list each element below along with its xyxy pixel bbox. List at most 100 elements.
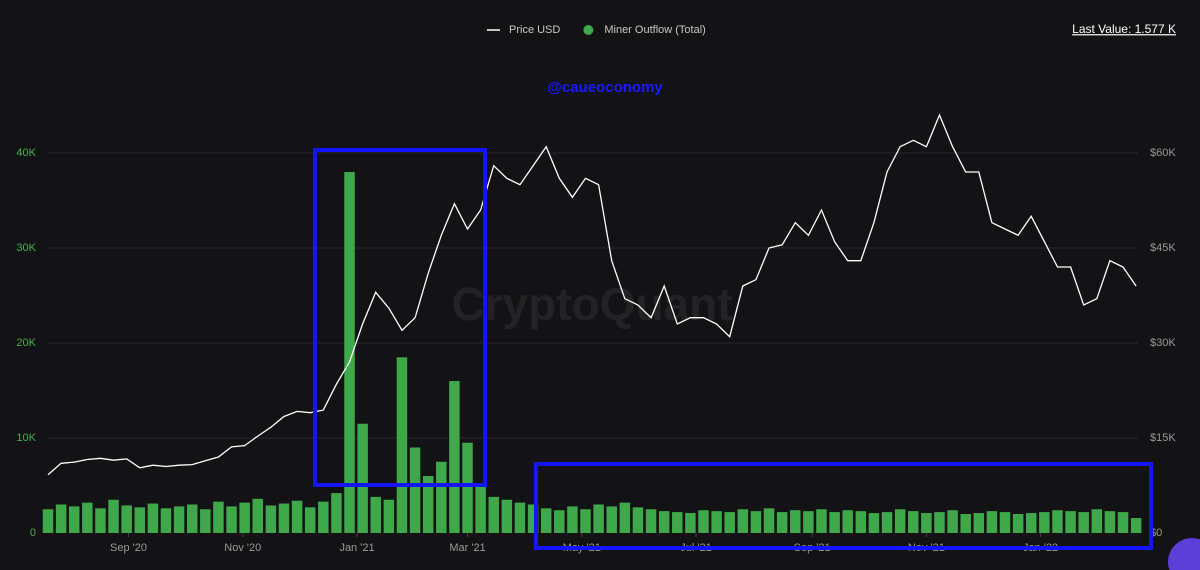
bar bbox=[422, 476, 434, 533]
bar bbox=[396, 357, 408, 533]
bar bbox=[147, 503, 159, 533]
bar bbox=[344, 172, 355, 533]
bar bbox=[894, 509, 906, 533]
bar bbox=[370, 496, 381, 533]
legend: Price USD Miner Outflow (Total) bbox=[487, 24, 706, 36]
price-line bbox=[47, 113, 1137, 476]
bar bbox=[685, 513, 696, 533]
bar bbox=[999, 512, 1011, 533]
bar bbox=[960, 514, 971, 533]
bar bbox=[908, 511, 919, 533]
y2-tick-label: $45K bbox=[1150, 242, 1176, 254]
bar bbox=[226, 506, 237, 533]
bar bbox=[855, 511, 867, 533]
bar bbox=[278, 503, 290, 533]
bar bbox=[973, 513, 985, 533]
legend-label: Price USD bbox=[509, 24, 560, 36]
plot: 0 10K 20K 30K 40K $0 $15K $30K $45K $60K Sep '20 No… bbox=[16, 113, 1176, 554]
y-tick-label: 30K bbox=[16, 242, 36, 254]
bar bbox=[776, 512, 788, 533]
bar bbox=[1117, 512, 1129, 533]
bar bbox=[554, 510, 565, 533]
bar bbox=[501, 499, 513, 533]
x-tick-label: Sep '20 bbox=[110, 542, 147, 554]
y-tick-label: 40K bbox=[16, 147, 36, 159]
y-tick-label: 20K bbox=[16, 337, 36, 349]
bar bbox=[186, 504, 198, 533]
bar bbox=[252, 498, 264, 533]
bar bbox=[986, 511, 998, 533]
bar bbox=[1039, 512, 1050, 533]
bar bbox=[790, 510, 801, 533]
x-tick-label: Nov '20 bbox=[224, 542, 261, 554]
bar bbox=[409, 447, 421, 533]
bar bbox=[173, 506, 185, 533]
bar bbox=[947, 510, 958, 533]
bar bbox=[868, 513, 880, 533]
y2-tick-label: $15K bbox=[1150, 432, 1176, 444]
bar bbox=[449, 381, 460, 533]
bar bbox=[737, 509, 749, 533]
bar bbox=[357, 423, 368, 533]
bar bbox=[82, 502, 93, 533]
bar bbox=[55, 504, 67, 533]
bar bbox=[540, 508, 552, 533]
bar bbox=[842, 510, 853, 533]
chat-button[interactable] bbox=[1168, 538, 1200, 570]
bar bbox=[331, 493, 342, 533]
bar bbox=[658, 511, 670, 533]
bar bbox=[265, 505, 277, 533]
bar bbox=[134, 507, 146, 533]
highlight-box bbox=[313, 148, 487, 487]
bar bbox=[750, 511, 762, 533]
watermark: CryptoQuant bbox=[451, 278, 732, 330]
bar bbox=[304, 507, 316, 533]
bar bbox=[881, 512, 893, 533]
bar bbox=[724, 512, 735, 533]
bar bbox=[213, 501, 224, 533]
y2-tick-label: $0 bbox=[1150, 527, 1162, 539]
bar bbox=[514, 502, 526, 533]
bar bbox=[606, 506, 617, 533]
bar bbox=[711, 511, 722, 533]
y2-tick-label: $60K bbox=[1150, 147, 1176, 159]
bar bbox=[42, 509, 54, 533]
y-tick-label: 10K bbox=[16, 432, 36, 444]
bar bbox=[95, 508, 106, 533]
bar bbox=[921, 513, 932, 533]
bar bbox=[121, 505, 132, 533]
bar bbox=[763, 508, 775, 533]
bar bbox=[1091, 509, 1103, 533]
legend-label: Miner Outflow (Total) bbox=[604, 24, 705, 36]
bar bbox=[383, 499, 395, 533]
bar bbox=[318, 501, 329, 533]
bar bbox=[1078, 512, 1089, 533]
bar bbox=[593, 504, 604, 533]
bar bbox=[475, 485, 486, 533]
bar bbox=[488, 496, 499, 533]
bar bbox=[68, 506, 80, 533]
bar bbox=[436, 461, 447, 533]
bar bbox=[462, 442, 473, 533]
bar bbox=[1026, 513, 1037, 533]
legend-swatch bbox=[583, 25, 594, 35]
bar bbox=[698, 510, 709, 533]
x-tick-label: Jan '21 bbox=[339, 542, 374, 554]
bar bbox=[1052, 510, 1063, 533]
bar bbox=[816, 509, 827, 533]
bar bbox=[108, 499, 119, 533]
bar bbox=[567, 506, 578, 533]
y-tick-label: 0 bbox=[30, 527, 36, 539]
bar bbox=[1012, 514, 1024, 533]
bar bbox=[200, 509, 211, 533]
bar bbox=[160, 508, 172, 533]
last-value[interactable]: Last Value: 1.577 K bbox=[1072, 22, 1176, 36]
bar bbox=[239, 502, 250, 533]
bar bbox=[527, 504, 539, 533]
bar bbox=[1130, 518, 1142, 533]
chart-title: @caueoconomy bbox=[547, 79, 663, 96]
bar bbox=[803, 511, 814, 533]
x-tick-label: Mar '21 bbox=[449, 542, 485, 554]
